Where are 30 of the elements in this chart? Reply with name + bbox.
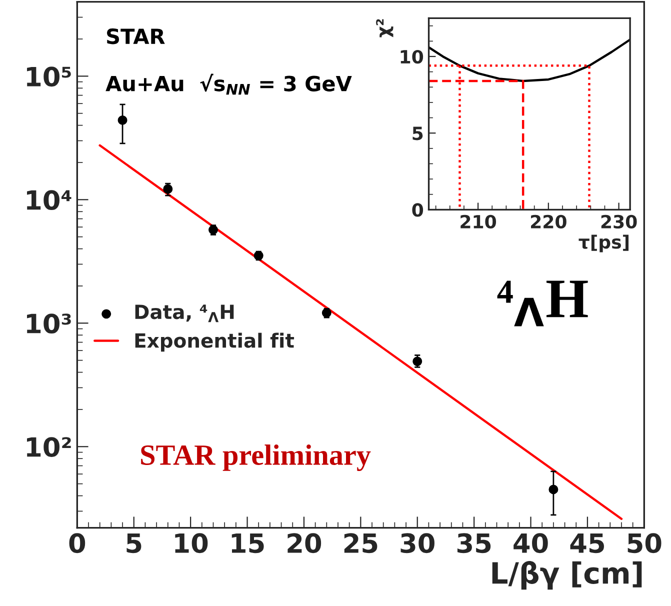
x-axis-title: τ[ps] [578,234,629,252]
x-tick-label: 50 [628,533,662,554]
x-tick-label: 15 [232,534,264,554]
x-tick-label: 30 [400,533,434,554]
x-tick-label: 5 [126,534,142,554]
x-axis-title: L/βγ [cm] [492,561,642,590]
x-tick-label: 45 [570,534,604,554]
x-tick-label: 25 [344,533,378,554]
annotation: Au+Au √s$_{NN}$ = 3 GeV [106,74,352,95]
x-tick-label: 230 [601,214,637,229]
x-tick-label: 10 [175,533,208,554]
x-tick-label: 20 [288,533,322,554]
annotation: STAR [107,28,165,44]
y-tick-label: 0 [412,203,424,217]
x-tick-label: 0 [69,533,86,554]
x-tick-label: 40 [514,533,548,554]
y-tick-label: 10³ [27,314,71,334]
y-tick-label: 10 [400,50,424,64]
y-axis-title: χ² [376,19,394,38]
x-tick-label: 220 [531,214,566,229]
legend-label: Data, ⁴$_{Λ}$H [135,304,234,322]
annotation: ⁴$_{Λ}$H [497,280,588,326]
annotation: STAR preliminary [141,444,371,471]
y-tick-label: 10² [27,437,71,458]
y-tick-label: 10⁵ [27,66,71,87]
y-tick-label: 5 [412,126,423,140]
legend-label: Exponential fit [135,332,294,352]
x-tick-label: 35 [457,533,491,554]
x-tick-label: 210 [460,214,496,229]
y-tick-label: 10⁴ [27,190,72,210]
